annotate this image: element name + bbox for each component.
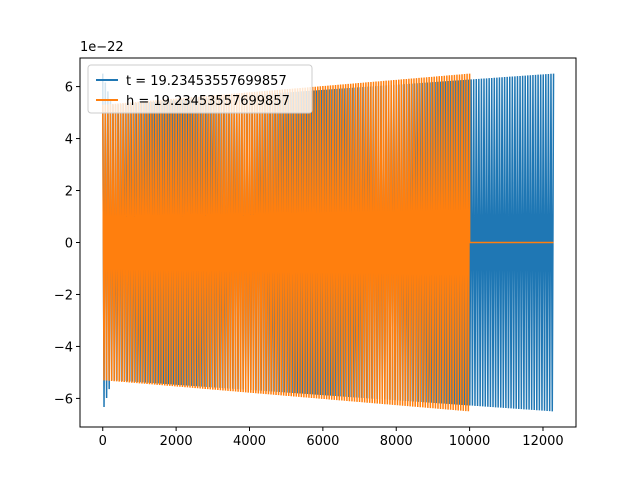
series-layer bbox=[102, 73, 555, 412]
x-tick-label: 12000 bbox=[522, 434, 563, 449]
legend-entry-0: t = 19.23453557699857 bbox=[126, 74, 287, 89]
legend: t = 19.23453557699857 h = 19.234535576998… bbox=[87, 64, 313, 114]
y-tick-label: −6 bbox=[54, 392, 73, 407]
legend-entry-1: h = 19.23453557699857 bbox=[126, 94, 290, 109]
x-tick-label: 4000 bbox=[233, 434, 266, 449]
legend-box bbox=[87, 64, 313, 114]
y-tick-label: −4 bbox=[54, 340, 73, 355]
x-tick-label: 6000 bbox=[306, 434, 339, 449]
x-axis: 0 2000 4000 6000 8000 10000 12000 bbox=[99, 427, 564, 449]
y-tick-label: −2 bbox=[54, 288, 73, 303]
y-axis: −6 −4 −2 0 2 4 6 bbox=[54, 81, 80, 407]
x-tick-label: 10000 bbox=[449, 434, 490, 449]
y-tick-label: 2 bbox=[65, 185, 73, 200]
y-tick-label: 0 bbox=[65, 237, 73, 252]
x-tick-label: 8000 bbox=[380, 434, 413, 449]
y-tick-label: 4 bbox=[65, 133, 73, 148]
y-tick-label: 6 bbox=[65, 81, 73, 96]
x-tick-label: 2000 bbox=[160, 434, 193, 449]
y-offset-text: 1e−22 bbox=[80, 40, 124, 55]
x-tick-label: 0 bbox=[99, 434, 107, 449]
